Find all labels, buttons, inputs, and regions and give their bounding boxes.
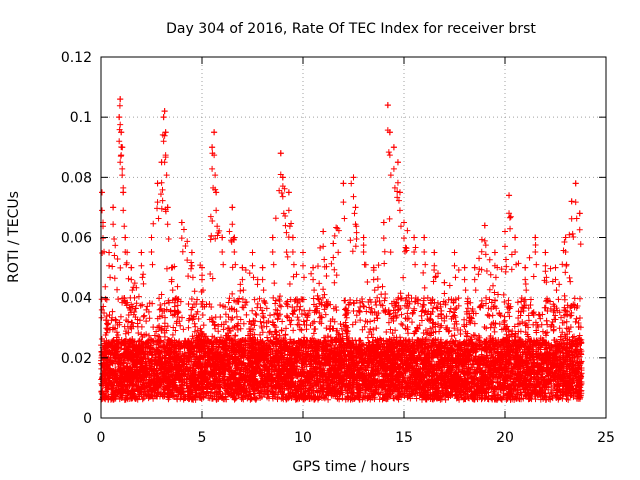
- y-axis-label: ROTI / TECUs: [6, 191, 22, 283]
- data-point: [512, 234, 519, 241]
- x-tick-label: 25: [597, 430, 615, 446]
- data-point: [562, 234, 569, 241]
- data-point: [229, 204, 236, 211]
- data-point: [118, 129, 125, 136]
- data-point: [119, 144, 126, 151]
- y-tick-label: 0: [83, 411, 92, 427]
- data-point: [161, 108, 168, 115]
- data-point: [300, 249, 306, 256]
- data-point: [279, 174, 286, 181]
- data-point: [164, 204, 171, 211]
- data-point: [522, 264, 529, 271]
- data-point: [481, 222, 488, 229]
- data-point: [502, 228, 508, 235]
- data-point: [441, 279, 448, 286]
- data-point: [401, 219, 407, 226]
- data-point: [239, 264, 246, 271]
- data-point: [572, 180, 579, 187]
- data-point: [350, 174, 357, 181]
- data-point: [390, 144, 397, 151]
- data-point: [209, 144, 216, 151]
- data-point: [285, 189, 292, 196]
- data-point: [394, 159, 401, 166]
- data-point: [122, 234, 129, 241]
- data-point: [360, 234, 367, 241]
- data-point: [289, 234, 296, 241]
- data-point: [340, 180, 347, 187]
- x-tick-label: 0: [97, 430, 106, 446]
- data-points: [98, 96, 585, 403]
- scatter-point-markers: [98, 96, 585, 403]
- data-point: [128, 264, 135, 271]
- data-point: [330, 240, 337, 247]
- data-point: [259, 264, 266, 271]
- data-point: [386, 129, 393, 136]
- chart-title: Day 304 of 2016, Rate Of TEC Index for r…: [166, 21, 536, 37]
- x-tick-label: 10: [294, 430, 312, 446]
- axis-ticks: 0 0.02 0.04 0.06 0.08 0.1 0.12 0 5 10 15 20 25: [61, 50, 615, 446]
- data-point: [421, 234, 428, 241]
- data-point: [213, 189, 220, 196]
- data-point: [162, 129, 169, 136]
- data-point: [380, 219, 387, 226]
- y-tick-label: 0.12: [61, 50, 92, 66]
- data-point: [431, 249, 438, 256]
- data-point: [411, 234, 418, 241]
- y-tick-label: 0.02: [61, 351, 92, 367]
- data-point: [320, 228, 327, 235]
- data-point: [542, 249, 549, 256]
- data-point: [168, 264, 175, 271]
- data-point: [451, 249, 458, 256]
- data-point: [120, 189, 127, 196]
- data-point: [110, 204, 117, 211]
- data-point: [138, 249, 145, 256]
- data-point: [188, 249, 195, 256]
- data-point: [99, 189, 106, 196]
- data-point: [117, 96, 124, 103]
- data-point: [211, 129, 218, 136]
- data-point: [576, 210, 583, 217]
- data-point: [568, 198, 575, 205]
- y-tick-label: 0.04: [61, 291, 92, 307]
- data-point: [384, 102, 391, 109]
- data-point: [461, 264, 468, 271]
- data-point: [532, 234, 539, 241]
- data-point: [471, 264, 478, 271]
- data-point: [154, 180, 161, 187]
- data-point: [160, 114, 167, 121]
- x-axis-label: GPS time / hours: [292, 459, 409, 475]
- y-tick-label: 0.1: [70, 110, 92, 126]
- x-tick-label: 20: [496, 430, 514, 446]
- grid: [101, 57, 606, 418]
- plot-frame: [100, 56, 607, 419]
- data-point: [231, 234, 238, 241]
- data-point: [269, 234, 276, 241]
- data-point: [277, 150, 284, 157]
- data-point: [370, 264, 377, 271]
- data-point: [148, 234, 155, 241]
- data-point: [310, 264, 317, 271]
- data-point: [249, 249, 256, 256]
- data-point: [219, 234, 226, 241]
- y-tick-label: 0.08: [61, 170, 92, 186]
- data-point: [106, 249, 113, 256]
- data-point: [352, 204, 359, 211]
- data-point: [506, 192, 513, 199]
- x-tick-label: 5: [198, 430, 207, 446]
- data-point: [491, 249, 498, 256]
- y-tick-label: 0.06: [61, 231, 92, 247]
- data-point: [552, 264, 559, 271]
- x-tick-label: 15: [395, 430, 413, 446]
- data-point: [116, 114, 123, 121]
- data-point: [396, 189, 403, 196]
- data-point: [199, 264, 205, 271]
- data-point: [158, 159, 165, 166]
- data-point: [178, 219, 185, 226]
